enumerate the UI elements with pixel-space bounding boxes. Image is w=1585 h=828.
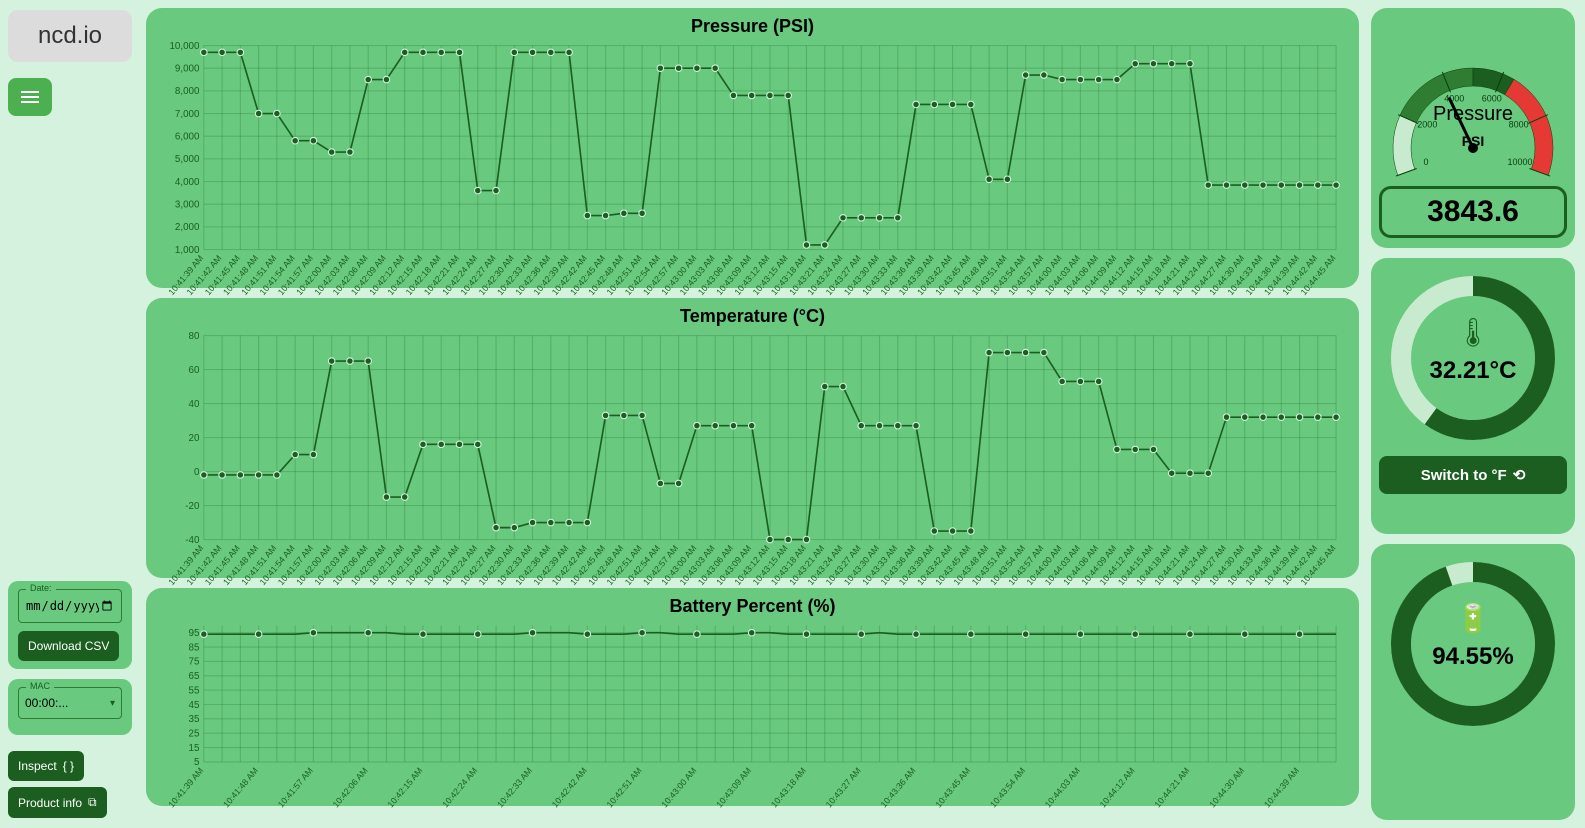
svg-text:10:42:42 AM: 10:42:42 AM — [550, 765, 589, 809]
mac-select[interactable]: 00:00:... ▾ — [18, 687, 122, 719]
svg-text:40: 40 — [189, 399, 200, 410]
svg-text:10,000: 10,000 — [169, 41, 200, 52]
pressure-gauge-card: 0200040006000800010000PressurePSI 3843.6 — [1371, 8, 1575, 248]
svg-text:6,000: 6,000 — [175, 131, 200, 142]
svg-text:15: 15 — [189, 743, 200, 754]
svg-text:Pressure: Pressure — [1433, 103, 1513, 125]
mac-field: MAC 00:00:... ▾ — [18, 687, 122, 719]
brand-logo: ncd.io — [8, 10, 132, 62]
switch-unit-button[interactable]: Switch to °F ⟲ — [1379, 456, 1567, 494]
svg-text:10:44:21 AM: 10:44:21 AM — [1152, 765, 1191, 809]
svg-text:10:43:36 AM: 10:43:36 AM — [878, 765, 917, 809]
pressure-value: 3843.6 — [1379, 186, 1567, 238]
svg-text:85: 85 — [189, 642, 200, 653]
svg-text:0: 0 — [194, 467, 200, 478]
product-info-button[interactable]: Product info ⧉ — [8, 787, 107, 818]
battery-gauge-card: 🔋 94.55% — [1371, 544, 1575, 820]
svg-text:10000: 10000 — [1507, 157, 1532, 167]
braces-icon: { } — [63, 759, 74, 773]
menu-button[interactable] — [8, 78, 52, 116]
temperature-gauge-card: 🌡 32.21°C Switch to °F ⟲ — [1371, 258, 1575, 534]
date-label: Date: — [26, 583, 56, 593]
svg-text:10:41:48 AM: 10:41:48 AM — [221, 765, 260, 809]
inspect-button[interactable]: Inspect { } — [8, 751, 84, 781]
svg-text:10:43:45 AM: 10:43:45 AM — [933, 765, 972, 809]
temperature-chart: -40-2002040608010:41:39 AM10:41:42 AM10:… — [158, 329, 1347, 594]
svg-text:45: 45 — [189, 700, 200, 711]
temperature-chart-card: Temperature (°C) -40-2002040608010:41:39… — [146, 298, 1359, 578]
svg-text:10:43:27 AM: 10:43:27 AM — [824, 765, 863, 809]
svg-text:95: 95 — [189, 628, 200, 639]
svg-text:10:42:51 AM: 10:42:51 AM — [605, 765, 644, 809]
svg-text:10:41:57 AM: 10:41:57 AM — [276, 765, 315, 809]
svg-text:10:41:39 AM: 10:41:39 AM — [166, 765, 205, 809]
battery-chart-card: Battery Percent (%) 51525354555657585951… — [146, 588, 1359, 806]
svg-text:60: 60 — [189, 365, 200, 376]
svg-text:3,000: 3,000 — [175, 199, 200, 210]
pressure-chart: 1,0002,0003,0004,0005,0006,0007,0008,000… — [158, 39, 1347, 304]
svg-text:10:43:09 AM: 10:43:09 AM — [714, 765, 753, 809]
switch-unit-label: Switch to °F — [1421, 467, 1507, 484]
svg-text:-20: -20 — [185, 501, 200, 512]
date-panel: Date: Download CSV — [8, 581, 132, 669]
temperature-gauge: 🌡 32.21°C — [1383, 268, 1563, 448]
svg-text:10:44:12 AM: 10:44:12 AM — [1098, 765, 1137, 809]
gauges-column: 0200040006000800010000PressurePSI 3843.6… — [1365, 0, 1585, 828]
svg-text:35: 35 — [189, 714, 200, 725]
date-input[interactable] — [18, 589, 122, 623]
svg-text:10:42:15 AM: 10:42:15 AM — [385, 765, 424, 809]
pressure-chart-card: Pressure (PSI) 1,0002,0003,0004,0005,000… — [146, 8, 1359, 288]
pressure-chart-title: Pressure (PSI) — [158, 16, 1347, 37]
svg-text:10:42:33 AM: 10:42:33 AM — [495, 765, 534, 809]
inspect-label: Inspect — [18, 759, 57, 773]
svg-text:8,000: 8,000 — [175, 86, 200, 97]
svg-text:7,000: 7,000 — [175, 109, 200, 120]
svg-text:9,000: 9,000 — [175, 63, 200, 74]
svg-text:55: 55 — [189, 685, 200, 696]
svg-text:10:44:39 AM: 10:44:39 AM — [1262, 765, 1301, 809]
svg-text:75: 75 — [189, 657, 200, 668]
download-csv-button[interactable]: Download CSV — [18, 631, 119, 661]
svg-text:80: 80 — [189, 331, 200, 342]
svg-text:🔋: 🔋 — [1456, 602, 1491, 635]
svg-text:32.21°C: 32.21°C — [1430, 357, 1517, 384]
svg-text:5,000: 5,000 — [175, 154, 200, 165]
pressure-gauge: 0200040006000800010000PressurePSI — [1373, 18, 1573, 178]
svg-text:0: 0 — [1424, 157, 1429, 167]
svg-text:94.55%: 94.55% — [1432, 643, 1513, 670]
svg-text:10:44:30 AM: 10:44:30 AM — [1207, 765, 1246, 809]
mac-value: 00:00:... — [25, 696, 68, 710]
svg-text:2,000: 2,000 — [175, 222, 200, 233]
external-link-icon: ⧉ — [88, 795, 97, 810]
product-info-label: Product info — [18, 796, 82, 810]
mac-panel: MAC 00:00:... ▾ — [8, 679, 132, 735]
svg-text:20: 20 — [189, 433, 200, 444]
svg-text:10:43:00 AM: 10:43:00 AM — [659, 765, 698, 809]
swap-icon: ⟲ — [1513, 466, 1526, 484]
svg-text:10:43:18 AM: 10:43:18 AM — [769, 765, 808, 809]
svg-text:10:42:06 AM: 10:42:06 AM — [331, 765, 370, 809]
chevron-down-icon: ▾ — [110, 698, 115, 709]
svg-text:25: 25 — [189, 728, 200, 739]
mac-label: MAC — [26, 681, 54, 691]
date-field: Date: — [18, 589, 122, 623]
svg-text:4,000: 4,000 — [175, 177, 200, 188]
battery-chart: 515253545556575859510:41:39 AM10:41:48 A… — [158, 619, 1347, 816]
hamburger-icon — [21, 96, 39, 98]
svg-text:10:44:03 AM: 10:44:03 AM — [1043, 765, 1082, 809]
sidebar: ncd.io Date: Download CSV MAC 00:00:... … — [0, 0, 140, 828]
svg-text:🌡: 🌡 — [1455, 317, 1491, 348]
battery-chart-title: Battery Percent (%) — [158, 596, 1347, 617]
svg-text:65: 65 — [189, 671, 200, 682]
temperature-chart-title: Temperature (°C) — [158, 306, 1347, 327]
svg-text:10:42:24 AM: 10:42:24 AM — [440, 765, 479, 809]
bottom-buttons: Inspect { } Product info ⧉ — [8, 751, 132, 818]
charts-column: Pressure (PSI) 1,0002,0003,0004,0005,000… — [140, 0, 1365, 828]
battery-gauge: 🔋 94.55% — [1383, 554, 1563, 734]
svg-text:10:43:54 AM: 10:43:54 AM — [988, 765, 1027, 809]
